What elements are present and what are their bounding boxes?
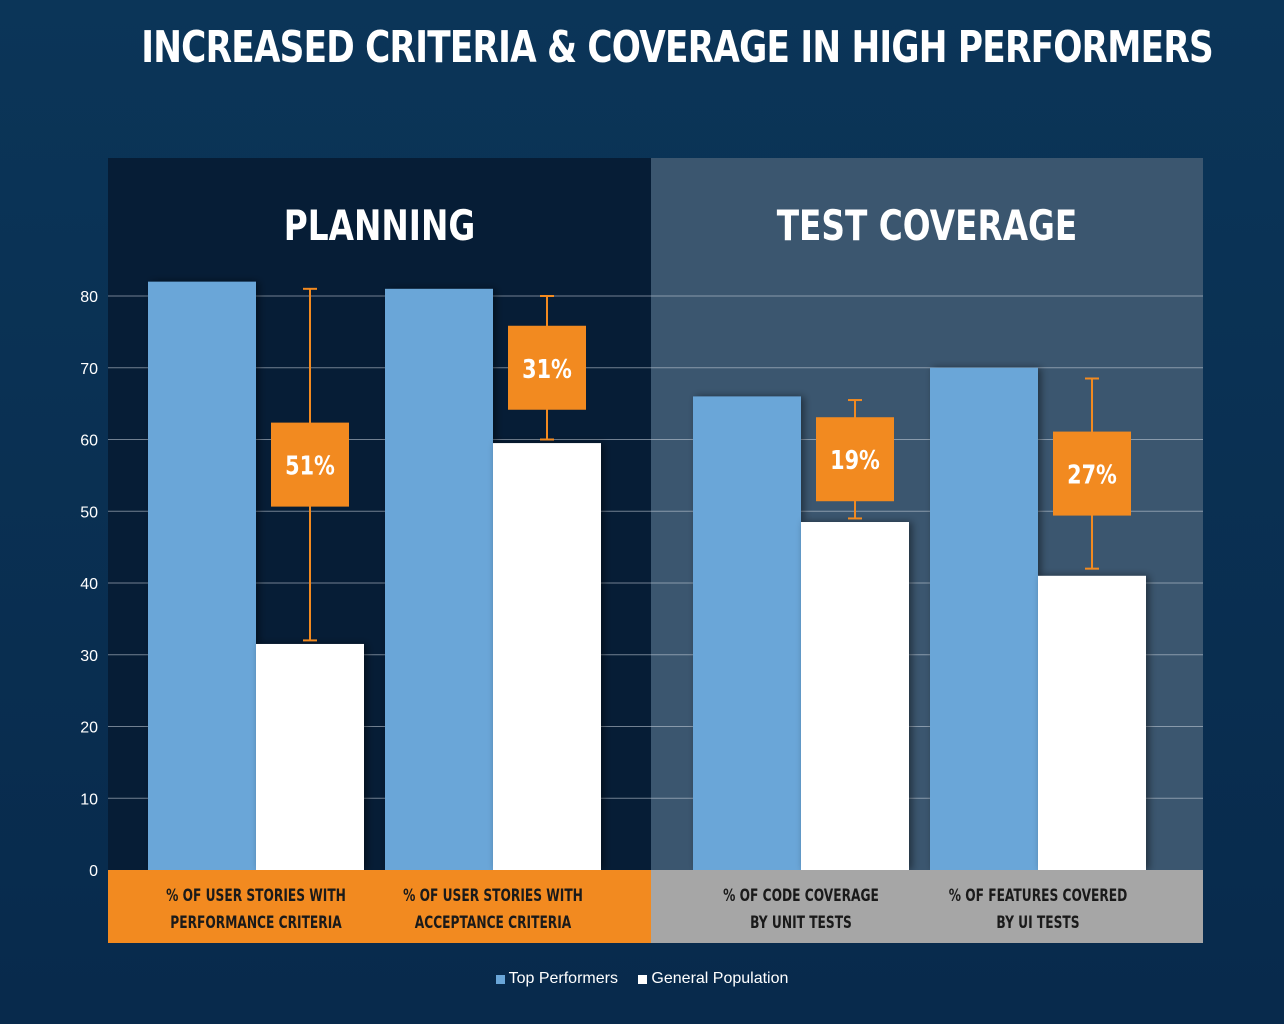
category-label-1-line-0: % OF USER STORIES WITH (403, 886, 583, 906)
legend-label-general-population: General Population (651, 970, 789, 987)
label-strip-planning (108, 870, 651, 943)
difference-label-0: 51% (285, 450, 335, 481)
category-label-0-line-0: % OF USER STORIES WITH (166, 886, 346, 906)
category-label-1-line-1: ACCEPTANCE CRITERIA (415, 913, 572, 933)
y-tick-label-80: 80 (80, 289, 98, 306)
bar-top-performers-1 (385, 288, 493, 870)
y-tick-label-20: 20 (80, 720, 98, 737)
difference-badge-3 (1053, 431, 1131, 516)
difference-badge-0 (271, 422, 349, 507)
legend-swatch-general-population (638, 974, 648, 984)
y-tick-label-40: 40 (80, 576, 98, 593)
difference-label-3: 27% (1067, 459, 1117, 490)
bar-general-population-2 (801, 522, 909, 870)
legend-label-top-performers: Top Performers (508, 970, 618, 987)
chart-title: INCREASED CRITERIA & COVERAGE IN HIGH PE… (141, 22, 1213, 73)
y-tick-label-10: 10 (80, 791, 98, 808)
category-label-2-line-1: BY UNIT TESTS (750, 913, 852, 933)
bar-general-population-0 (256, 643, 364, 870)
y-tick-label-60: 60 (80, 433, 98, 450)
category-label-0-line-1: PERFORMANCE CRITERIA (170, 913, 342, 933)
bar-top-performers-3 (930, 367, 1038, 870)
category-label-3-line-1: BY UI TESTS (996, 913, 1079, 933)
bar-general-population-1 (493, 443, 601, 870)
legend-swatch-top-performers (495, 974, 505, 984)
bar-top-performers-2 (693, 396, 801, 870)
panel-title-planning: PLANNING (284, 201, 476, 250)
y-tick-label-0: 0 (89, 863, 98, 880)
bar-top-performers-0 (148, 281, 256, 870)
y-tick-label-70: 70 (80, 361, 98, 378)
difference-badge-1 (508, 325, 586, 410)
legend-item-general-population: General Population (638, 970, 788, 988)
panel-title-test-coverage: TEST COVERAGE (777, 201, 1078, 250)
bar-general-population-3 (1038, 575, 1146, 870)
y-tick-label-50: 50 (80, 504, 98, 521)
difference-label-2: 19% (830, 445, 880, 476)
legend: Top Performers General Population (0, 970, 1284, 988)
difference-label-1: 31% (522, 353, 572, 384)
difference-badge-2 (816, 417, 894, 502)
y-tick-label-30: 30 (80, 648, 98, 665)
legend-item-top-performers: Top Performers (495, 970, 618, 988)
category-label-2-line-0: % OF CODE COVERAGE (723, 886, 879, 906)
category-label-3-line-0: % OF FEATURES COVERED (949, 886, 1128, 906)
label-strip-test-coverage (651, 870, 1203, 943)
